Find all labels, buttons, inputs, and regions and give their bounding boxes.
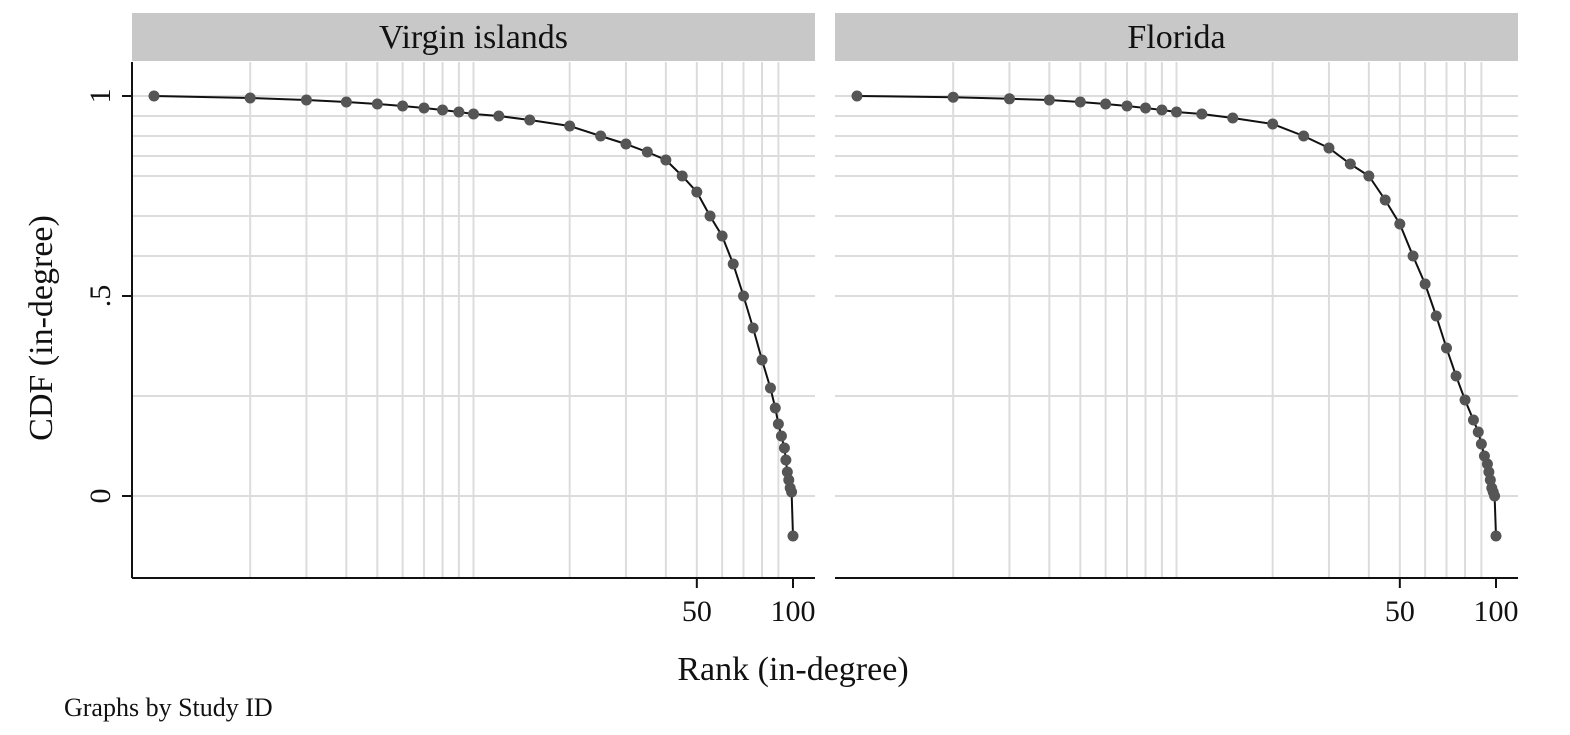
data-point bbox=[1450, 370, 1462, 382]
data-point bbox=[1121, 100, 1133, 112]
data-point bbox=[1227, 112, 1239, 124]
data-point bbox=[148, 90, 160, 102]
data-point bbox=[564, 120, 576, 132]
data-point bbox=[1043, 94, 1055, 106]
data-point bbox=[851, 90, 863, 102]
x-tick-label: 100 bbox=[771, 595, 816, 628]
data-point bbox=[1407, 250, 1419, 262]
data-point bbox=[764, 382, 776, 394]
data-point bbox=[641, 146, 653, 158]
data-point bbox=[775, 430, 787, 442]
data-point bbox=[676, 170, 688, 182]
y-tick-label: 1 bbox=[84, 89, 117, 104]
panels-layer: Virgin islands 50 100 0 .5 1 Florida 50 100 bbox=[84, 13, 1519, 628]
data-point bbox=[595, 130, 607, 142]
data-point bbox=[244, 92, 256, 104]
graph-note: Graphs by Study ID bbox=[64, 693, 273, 722]
data-point bbox=[1196, 108, 1208, 120]
data-point bbox=[418, 102, 430, 114]
panel-strip bbox=[835, 13, 1518, 61]
data-point bbox=[1430, 310, 1442, 322]
data-point bbox=[780, 454, 792, 466]
data-point bbox=[769, 402, 781, 414]
data-point bbox=[778, 442, 790, 454]
data-point bbox=[1472, 426, 1484, 438]
x-tick-label: 100 bbox=[1474, 595, 1519, 628]
data-point bbox=[524, 114, 536, 126]
data-point bbox=[787, 530, 799, 542]
y-tick-label: .5 bbox=[84, 285, 117, 308]
data-point bbox=[756, 354, 768, 366]
data-point bbox=[727, 258, 739, 270]
data-point bbox=[786, 486, 798, 498]
data-point bbox=[1100, 98, 1112, 110]
data-point bbox=[437, 104, 449, 116]
data-point bbox=[397, 100, 409, 112]
data-point bbox=[691, 186, 703, 198]
data-point bbox=[1490, 530, 1502, 542]
data-point bbox=[947, 91, 959, 103]
data-point bbox=[747, 322, 759, 334]
data-point bbox=[704, 210, 716, 222]
data-point bbox=[1467, 414, 1479, 426]
data-point bbox=[371, 98, 383, 110]
data-point bbox=[1156, 104, 1168, 116]
data-point bbox=[1298, 130, 1310, 142]
y-axis-title: CDF (in-degree) bbox=[23, 215, 60, 441]
data-point bbox=[1003, 93, 1015, 105]
data-point bbox=[1394, 218, 1406, 230]
data-point bbox=[1489, 490, 1501, 502]
data-point bbox=[1419, 278, 1431, 290]
data-point bbox=[1344, 158, 1356, 170]
data-point bbox=[1074, 96, 1086, 108]
panel-title: Virgin islands bbox=[379, 19, 568, 56]
data-point bbox=[620, 138, 632, 150]
panel-strip bbox=[132, 13, 815, 61]
data-point bbox=[1475, 438, 1487, 450]
data-point bbox=[493, 110, 505, 122]
data-point bbox=[1323, 142, 1335, 154]
data-point bbox=[1267, 118, 1279, 130]
y-tick-label: 0 bbox=[84, 489, 117, 504]
data-point bbox=[468, 108, 479, 120]
data-point bbox=[453, 106, 465, 118]
data-point bbox=[1363, 170, 1375, 182]
data-point bbox=[300, 94, 312, 106]
data-point bbox=[738, 290, 750, 302]
x-tick-label: 50 bbox=[682, 595, 712, 628]
x-tick-label: 50 bbox=[1385, 595, 1415, 628]
data-point bbox=[1171, 106, 1182, 118]
x-axis-title: Rank (in-degree) bbox=[677, 651, 908, 688]
data-point bbox=[660, 154, 672, 166]
data-point bbox=[340, 96, 352, 108]
data-point bbox=[1459, 394, 1471, 406]
data-point bbox=[1441, 342, 1453, 354]
panel-1: Virgin islands 50 100 0 .5 1 bbox=[84, 13, 816, 628]
data-point bbox=[772, 418, 784, 430]
data-point bbox=[1379, 194, 1391, 206]
panel-2: Florida 50 100 bbox=[835, 13, 1519, 628]
data-point bbox=[716, 230, 728, 242]
data-point bbox=[1140, 102, 1152, 114]
panel-title: Florida bbox=[1127, 19, 1225, 56]
